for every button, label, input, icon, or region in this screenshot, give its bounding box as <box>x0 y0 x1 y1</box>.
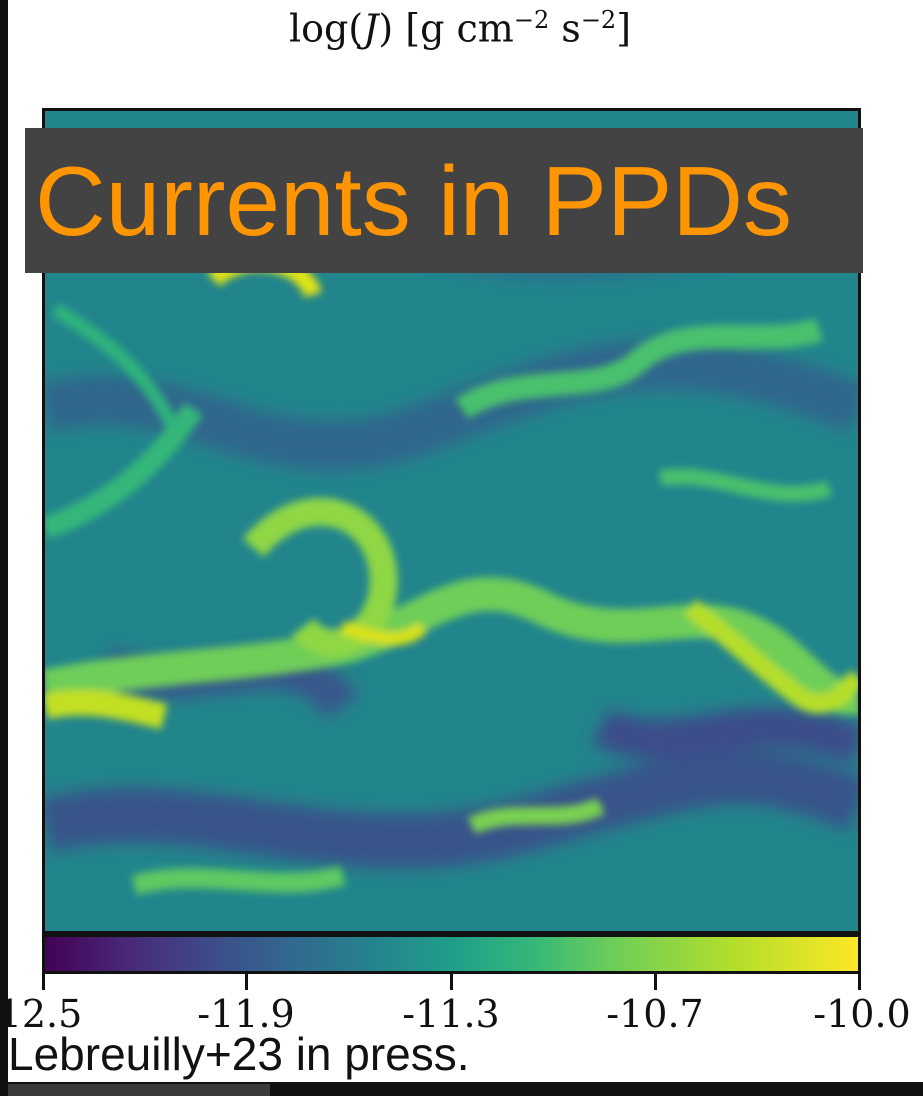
bottom-edge-strip <box>8 1084 270 1096</box>
tick-label: -10.7 <box>606 992 704 1036</box>
citation-text: Lebreuilly+23 in press. <box>8 1028 470 1080</box>
tick-label: 12.5 <box>0 992 83 1036</box>
tick-mark <box>858 974 861 990</box>
tick-mark <box>245 974 248 990</box>
tick-mark <box>450 974 453 990</box>
tick-label: -11.9 <box>197 992 295 1036</box>
title-banner: Currents in PPDs <box>25 128 863 273</box>
left-edge-bar <box>0 0 8 1096</box>
colorbar <box>42 934 861 974</box>
tick-mark <box>654 974 657 990</box>
tick-mark <box>42 974 45 990</box>
tick-label: -10.0 <box>813 992 911 1036</box>
colorbar-title: log(J) [g cm−2 s−2] <box>288 6 632 51</box>
banner-title: Currents in PPDs <box>35 146 793 256</box>
tick-label: -11.3 <box>402 992 500 1036</box>
